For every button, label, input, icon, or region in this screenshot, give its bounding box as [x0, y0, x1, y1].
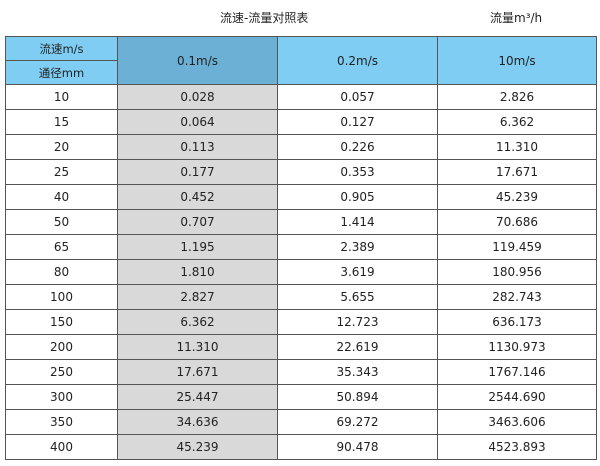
flow-cell: 1.414	[277, 209, 438, 235]
diameter-cell: 200	[5, 334, 118, 360]
flow-cell: 5.655	[277, 284, 438, 310]
diameter-cell: 20	[5, 134, 118, 160]
column-header: 0.2m/s	[277, 36, 438, 85]
diameter-cell: 25	[5, 159, 118, 185]
flow-cell: 3.619	[277, 259, 438, 285]
flow-cell: 22.619	[277, 334, 438, 360]
diameter-cell: 50	[5, 209, 118, 235]
flow-cell: 0.064	[117, 109, 278, 135]
diameter-cell: 350	[5, 409, 118, 435]
flow-cell: 1.195	[117, 234, 278, 260]
table-row: 300 25.447 50.894 2544.690	[5, 384, 597, 410]
table-row: 25 0.177 0.353 17.671	[5, 159, 597, 185]
flow-cell: 45.239	[437, 184, 597, 210]
flow-cell: 34.636	[117, 409, 278, 435]
flow-cell: 35.343	[277, 359, 438, 385]
flow-cell: 50.894	[277, 384, 438, 410]
velocity-label: 流速m/s	[5, 36, 118, 61]
flow-cell: 0.452	[117, 184, 278, 210]
flow-cell: 2544.690	[437, 384, 597, 410]
flow-cell: 6.362	[117, 309, 278, 335]
column-header: 10m/s	[437, 36, 597, 85]
header-row: 通径mm	[5, 60, 597, 85]
table-row: 80 1.810 3.619 180.956	[5, 259, 597, 285]
flow-cell: 2.826	[437, 84, 597, 110]
flow-cell: 90.478	[277, 434, 438, 460]
table-row: 400 45.239 90.478 4523.893	[5, 434, 597, 460]
flow-cell: 0.707	[117, 209, 278, 235]
flow-cell: 0.905	[277, 184, 438, 210]
diameter-cell: 150	[5, 309, 118, 335]
flow-table: 流速m/s 0.1m/s 0.2m/s 10m/s 通径mm 10 0.028 0.…	[5, 36, 597, 460]
flow-cell: 69.272	[277, 409, 438, 435]
flow-cell: 25.447	[117, 384, 278, 410]
flow-cell: 0.113	[117, 134, 278, 160]
table-row: 65 1.195 2.389 119.459	[5, 234, 597, 260]
table-row: 50 0.707 1.414 70.686	[5, 209, 597, 235]
diameter-cell: 40	[5, 184, 118, 210]
table-row: 10 0.028 0.057 2.826	[5, 84, 597, 110]
table-row: 250 17.671 35.343 1767.146	[5, 359, 597, 385]
diameter-cell: 10	[5, 84, 118, 110]
flow-cell: 17.671	[117, 359, 278, 385]
flow-cell: 11.310	[437, 134, 597, 160]
flow-cell: 1767.146	[437, 359, 597, 385]
diameter-cell: 65	[5, 234, 118, 260]
flow-cell: 11.310	[117, 334, 278, 360]
flow-cell: 6.362	[437, 109, 597, 135]
flow-cell: 282.743	[437, 284, 597, 310]
flow-cell: 2.827	[117, 284, 278, 310]
flow-cell: 119.459	[437, 234, 597, 260]
flow-cell: 0.353	[277, 159, 438, 185]
flow-cell: 0.226	[277, 134, 438, 160]
flow-cell: 0.177	[117, 159, 278, 185]
table-row: 350 34.636 69.272 3463.606	[5, 409, 597, 435]
table-row: 20 0.113 0.226 11.310	[5, 134, 597, 160]
flow-cell: 70.686	[437, 209, 597, 235]
flow-cell: 3463.606	[437, 409, 597, 435]
diameter-label: 通径mm	[5, 60, 118, 85]
table-row: 150 6.362 12.723 636.173	[5, 309, 597, 335]
flow-cell: 1.810	[117, 259, 278, 285]
flow-cell: 1130.973	[437, 334, 597, 360]
table-row: 200 11.310 22.619 1130.973	[5, 334, 597, 360]
table-row: 15 0.064 0.127 6.362	[5, 109, 597, 135]
diameter-cell: 400	[5, 434, 118, 460]
flow-cell: 636.173	[437, 309, 597, 335]
flow-cell: 17.671	[437, 159, 597, 185]
flow-cell: 45.239	[117, 434, 278, 460]
flow-cell: 0.127	[277, 109, 438, 135]
flow-cell: 0.057	[277, 84, 438, 110]
flow-cell: 0.028	[117, 84, 278, 110]
table-row: 100 2.827 5.655 282.743	[5, 284, 597, 310]
header-row: 流速m/s 0.1m/s 0.2m/s 10m/s	[5, 36, 597, 85]
diameter-cell: 100	[5, 284, 118, 310]
unit-label: 流量m³/h	[490, 11, 543, 25]
diameter-cell: 250	[5, 359, 118, 385]
column-header: 0.1m/s	[117, 36, 278, 85]
flow-cell: 180.956	[437, 259, 597, 285]
flow-cell: 4523.893	[437, 434, 597, 460]
diameter-cell: 15	[5, 109, 118, 135]
diameter-cell: 80	[5, 259, 118, 285]
flow-cell: 2.389	[277, 234, 438, 260]
table-title: 流速-流量对照表	[220, 11, 309, 25]
flow-cell: 12.723	[277, 309, 438, 335]
table-row: 40 0.452 0.905 45.239	[5, 184, 597, 210]
diameter-cell: 300	[5, 384, 118, 410]
